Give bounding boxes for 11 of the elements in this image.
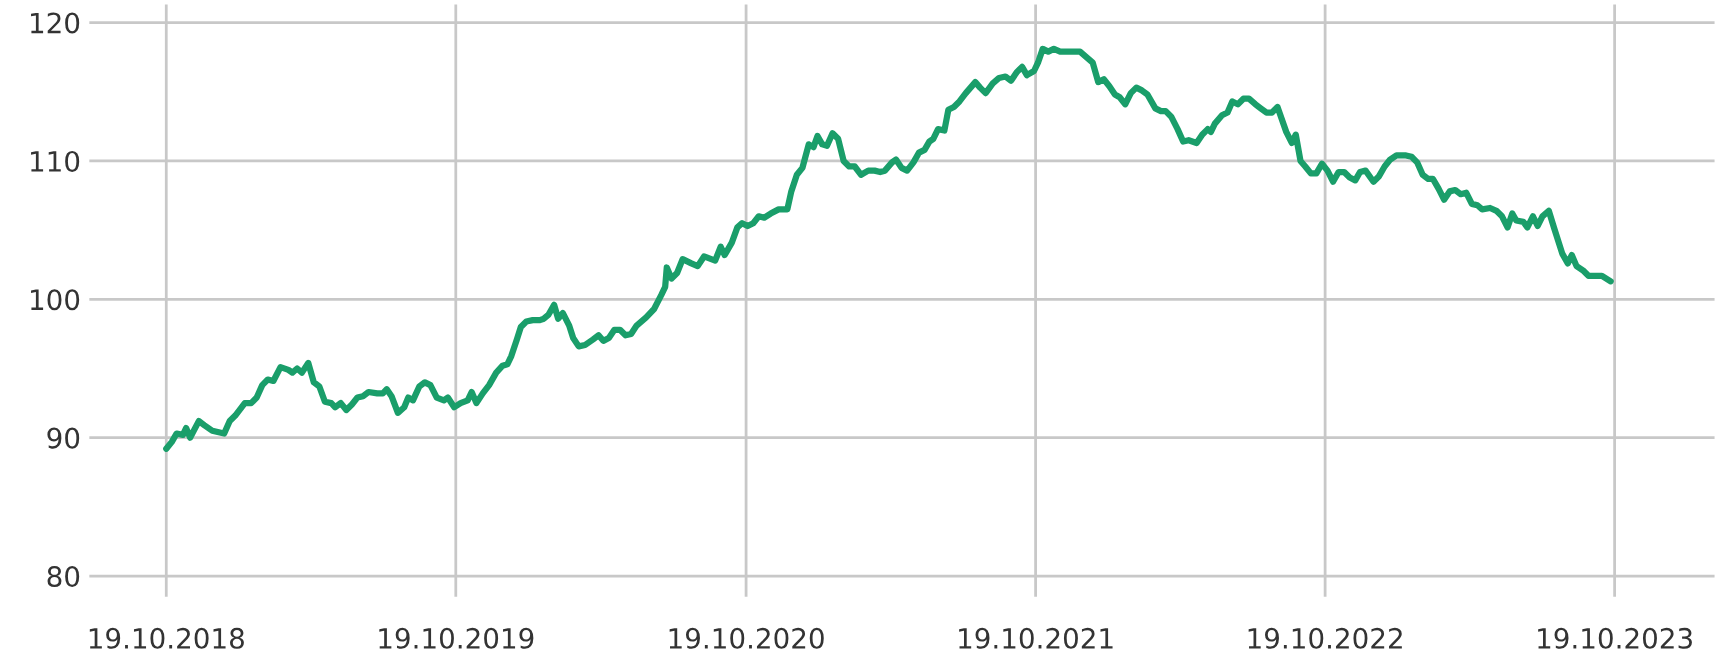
x-tick-label: 19.10.2019 bbox=[379, 627, 534, 649]
x-tick-label: 19.10.2021 bbox=[959, 627, 1113, 649]
y-tick-label: 80 bbox=[47, 565, 80, 587]
x-tick-label: 19.10.2018 bbox=[89, 627, 244, 649]
x-tick-label: 19.10.2020 bbox=[669, 627, 824, 649]
y-tick-label: 90 bbox=[47, 427, 80, 449]
y-tick-label: 120 bbox=[31, 12, 80, 34]
y-tick-label: 100 bbox=[31, 289, 80, 311]
x-tick-label: 19.10.2023 bbox=[1538, 627, 1692, 649]
x-tick-label: 19.10.2022 bbox=[1248, 627, 1402, 649]
y-tick-label: 110 bbox=[31, 150, 80, 172]
